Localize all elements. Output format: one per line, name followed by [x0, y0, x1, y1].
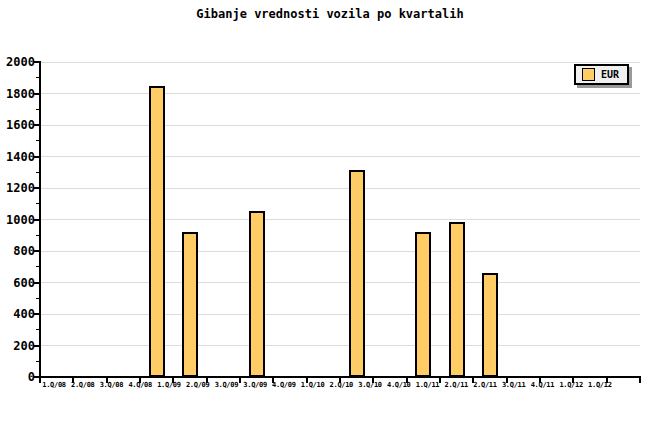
y-tick-label: 1600 — [6, 118, 35, 132]
gridline — [40, 188, 640, 189]
x-tick — [239, 378, 241, 383]
legend-color-swatch — [582, 68, 595, 81]
y-tick-label: 200 — [13, 339, 35, 353]
bar — [182, 232, 198, 377]
x-tick-label: 2.Q/10 — [330, 381, 354, 389]
gridline — [40, 62, 640, 63]
y-tick-label: 1400 — [6, 150, 35, 164]
y-tick-label: 1800 — [6, 87, 35, 101]
y-tick-label: 600 — [13, 276, 35, 290]
x-tick-label: 4.Q/08 — [128, 381, 152, 389]
x-tick-label: 4.Q/11 — [531, 381, 555, 389]
x-tick-label: 4.Q/10 — [387, 381, 411, 389]
y-tick-label: 400 — [13, 307, 35, 321]
x-tick-label: 2.Q/11 — [444, 381, 468, 389]
legend: EUR — [574, 64, 629, 85]
y-axis-line — [39, 61, 41, 378]
x-tick — [639, 378, 641, 383]
legend-series-label: EUR — [601, 69, 619, 80]
x-tick-label: 2.Q/11 — [473, 381, 497, 389]
gridline — [40, 125, 640, 126]
x-tick-label: 1.Q/12 — [588, 381, 612, 389]
gridline — [40, 219, 640, 220]
y-tick-label: 0 — [28, 370, 35, 384]
bar — [415, 232, 431, 377]
chart-title: Gibanje vrednosti vozila po kvartalih — [0, 7, 660, 21]
x-tick-label: 3.Q/08 — [100, 381, 124, 389]
x-tick-label: 3.Q/09 — [243, 381, 267, 389]
y-tick-label: 1000 — [6, 213, 35, 227]
gridline — [40, 314, 640, 315]
x-tick-label: 3.Q/09 — [215, 381, 239, 389]
x-axis-line — [39, 376, 641, 378]
y-tick-label: 2000 — [6, 55, 35, 69]
gridline — [40, 251, 640, 252]
bar — [349, 170, 365, 377]
y-tick-label: 800 — [13, 244, 35, 258]
x-tick-label: 3.Q/10 — [358, 381, 382, 389]
gridline — [40, 345, 640, 346]
x-tick-label: 1.Q/10 — [301, 381, 325, 389]
x-tick-label: 4.Q/09 — [272, 381, 296, 389]
gridline — [40, 156, 640, 157]
x-tick-label: 3.Q/11 — [502, 381, 526, 389]
x-tick-label: 1.Q/12 — [559, 381, 583, 389]
x-tick-label: 1.Q/08 — [42, 381, 66, 389]
bar — [482, 273, 498, 377]
bar — [249, 211, 265, 377]
x-tick-label: 1.Q/11 — [416, 381, 440, 389]
gridline — [40, 282, 640, 283]
x-tick-label: 1.Q/09 — [157, 381, 181, 389]
x-tick — [39, 378, 41, 383]
bar-chart: Gibanje vrednosti vozila po kvartalih 0 2… — [0, 0, 660, 440]
bar — [449, 222, 465, 377]
y-tick-label: 1200 — [6, 181, 35, 195]
x-tick-label: 2.Q/09 — [186, 381, 210, 389]
bar — [149, 86, 165, 377]
x-tick-label: 2.Q/08 — [71, 381, 95, 389]
gridline — [40, 93, 640, 94]
